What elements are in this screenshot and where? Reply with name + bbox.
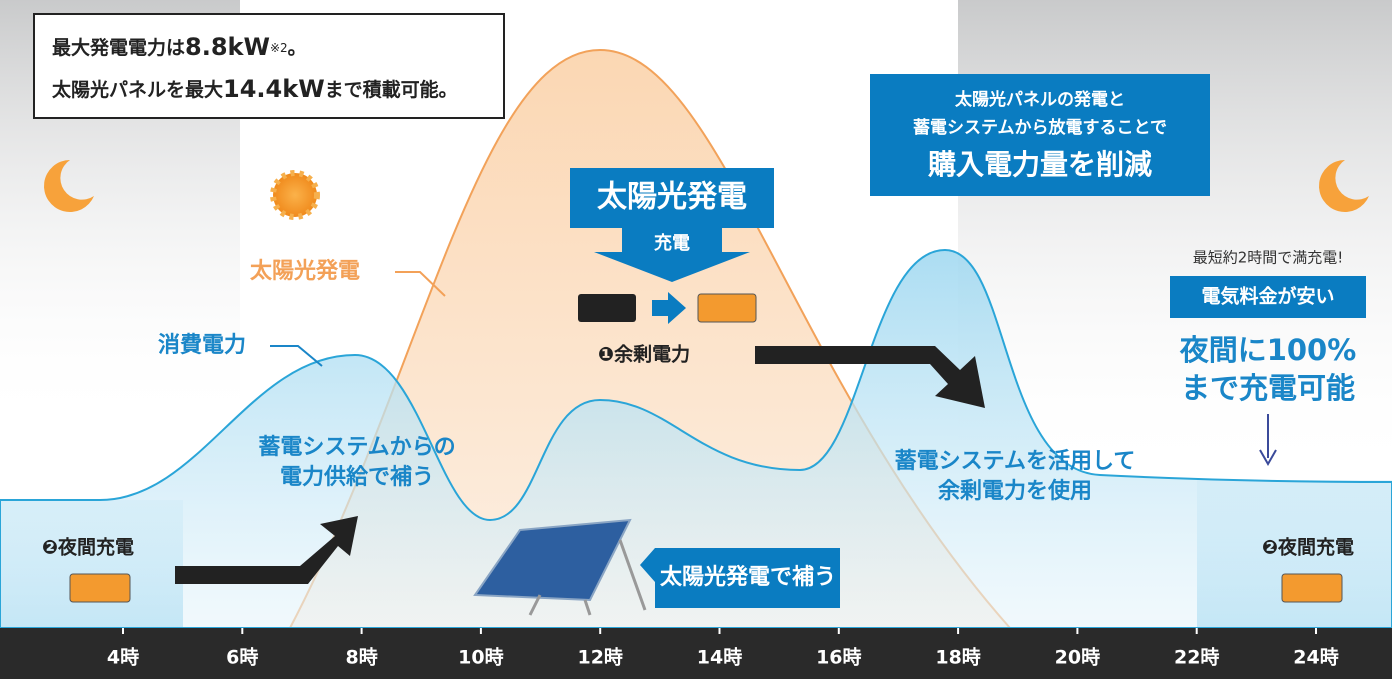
axis-label: 14時: [697, 647, 742, 669]
note-text: 最大発電電力は: [52, 36, 185, 59]
supply-text: 蓄電システムからの: [258, 435, 455, 460]
charge-action: 充電: [654, 233, 690, 254]
time-axis: [0, 628, 1392, 679]
night-charge-label: ❷夜間充電: [42, 537, 134, 559]
support-text: 太陽光発電で補う: [660, 565, 836, 590]
surplus-label: ❶余剰電力: [598, 343, 690, 366]
axis-labels: 4時 6時 8時 10時 12時 14時 16時 18時 20時 22時 24時: [107, 628, 1339, 669]
note-line: 太陽光パネルを最大14.4kWまで積載可能。: [51, 75, 458, 103]
charge-box: [570, 168, 774, 228]
axis-label: 4時: [107, 647, 139, 669]
note-ref: ※2: [270, 41, 288, 55]
battery-full: [697, 293, 757, 323]
callout-text: 太陽光パネルの発電と: [954, 89, 1125, 110]
note-text: 太陽光パネルを最大: [51, 78, 223, 101]
solar-panel: [473, 518, 632, 602]
axis-label: 20時: [1055, 647, 1100, 669]
axis-label: 8時: [345, 647, 377, 669]
callout-box: [870, 74, 1210, 196]
moon-icon: [44, 160, 1369, 213]
battery-empty: [578, 294, 636, 322]
night-charge-label: ❷夜間充電: [1262, 537, 1354, 559]
axis-label: 22時: [1174, 647, 1219, 669]
cheap-box: [1170, 276, 1366, 318]
charge-title: 太陽光発電: [597, 180, 747, 215]
callout-text: 蓄電システムから放電することで: [913, 117, 1167, 138]
flow-arrow: [175, 516, 358, 584]
leader-line: [270, 345, 323, 367]
leader-line: [395, 271, 446, 297]
note-text: 。: [288, 37, 307, 59]
note-box: [33, 13, 505, 119]
axis-label: 24時: [1293, 647, 1338, 669]
consumption-label: 消費電力: [158, 333, 246, 358]
axis-label: 10時: [458, 647, 503, 669]
battery-full: [69, 573, 131, 603]
supply-text: 電力供給で補う: [280, 464, 434, 490]
solar-label: 太陽光発電: [250, 259, 360, 284]
note-value: 8.8kW: [185, 33, 270, 61]
panel-stand: [528, 539, 647, 616]
cheap-text: 電気料金が安い: [1201, 285, 1334, 308]
flow-arrow: [755, 346, 985, 408]
axis-label: 12時: [577, 647, 622, 669]
battery-full: [1281, 573, 1343, 603]
note-text: まで積載可能。: [325, 78, 458, 101]
night-info-text: 夜間に100%: [1179, 333, 1357, 367]
use-text: 蓄電システムを活用して: [895, 449, 1136, 474]
use-text: 余剰電力を使用: [938, 478, 1092, 504]
support-box: [640, 548, 840, 608]
arrow-icon: [652, 292, 686, 324]
axis-label: 18時: [935, 647, 980, 669]
axis-label: 16時: [816, 647, 861, 669]
fast-charge-text: 最短約2時間で満充電!: [1193, 249, 1344, 267]
note-line: 最大発電電力は8.8kW※2。: [52, 33, 307, 61]
charge-arrow: [594, 228, 750, 282]
axis-label: 6時: [226, 647, 258, 669]
sun-icon: [270, 170, 320, 220]
callout-emphasis: 購入電力量を削減: [928, 148, 1152, 181]
note-value: 14.4kW: [223, 75, 325, 103]
night-info-text: まで充電可能: [1181, 371, 1355, 405]
down-arrow: [1259, 414, 1277, 467]
